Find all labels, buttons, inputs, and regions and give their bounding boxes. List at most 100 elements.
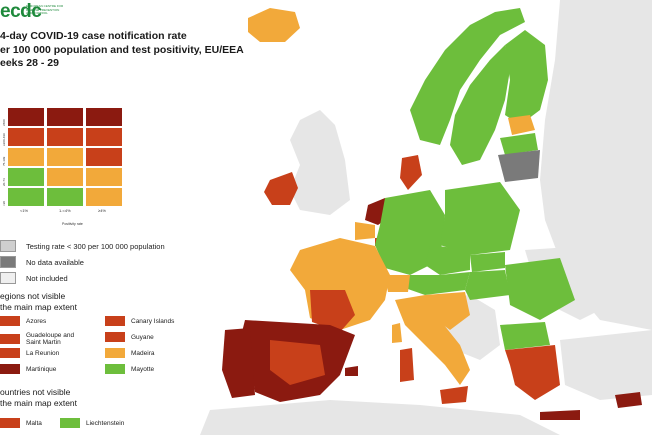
matrix-cell — [86, 188, 122, 206]
matrix-x-tick: ≥4% — [98, 208, 106, 213]
country-swatch — [0, 418, 20, 428]
matrix-cell — [8, 128, 44, 146]
matrix-cell — [47, 168, 83, 186]
logo-subtitle: EUROPEAN CENTRE FOR DISEASE PREVENTION A… — [26, 4, 64, 16]
slovakia — [470, 252, 505, 272]
portugal — [222, 328, 255, 398]
legend-label: Testing rate < 300 per 100 000 populatio… — [26, 241, 165, 251]
legend-item-no-data: No data available — [0, 256, 84, 268]
region-label: Guyane — [131, 333, 154, 341]
matrix-y-tick: 75-199 — [2, 156, 6, 166]
region-swatch — [0, 334, 20, 344]
matrix-cell — [8, 148, 44, 166]
lithuania — [498, 150, 540, 182]
austria — [405, 272, 470, 295]
region-swatch — [105, 332, 125, 342]
matrix-cell — [86, 148, 122, 166]
switzerland — [385, 275, 410, 292]
legend-label: No data available — [26, 257, 84, 267]
matrix-cell — [86, 168, 122, 186]
matrix-x-tick: <1% — [20, 208, 29, 213]
countries-title-line-1: ountries not visible — [0, 387, 71, 397]
bulgaria — [500, 322, 550, 350]
corsica — [392, 323, 402, 343]
country-legend-item: Liechtenstein — [60, 418, 124, 428]
region-legend-item: Guyane — [105, 332, 154, 342]
country-legend-item: Malta — [0, 418, 42, 428]
region-swatch — [0, 316, 20, 326]
region-swatch — [0, 348, 20, 358]
poland — [440, 182, 520, 255]
region-legend-item: Martinique — [0, 364, 56, 374]
region-legend-item: La Reunion — [0, 348, 59, 358]
italy — [395, 295, 470, 385]
regions-title-line-2: the main map extent — [0, 301, 78, 312]
ireland — [264, 172, 298, 205]
slovenia-croatia — [425, 292, 470, 330]
africa-background — [200, 400, 560, 435]
matrix-cell — [8, 168, 44, 186]
norway — [410, 8, 525, 145]
spain-central — [270, 340, 325, 385]
belgium — [355, 222, 375, 240]
countries-title-line-2: the main map extent — [0, 397, 78, 408]
legend-item-not-included: Not included — [0, 272, 68, 284]
countries-section-title: ountries not visible the main map extent — [0, 387, 180, 408]
turkey-background — [560, 330, 652, 400]
estonia — [508, 115, 535, 135]
region-legend-item: Canary Islands — [105, 316, 174, 326]
region-legend-item: Guadeloupe and Saint Martin — [0, 332, 86, 346]
sardinia — [400, 348, 414, 382]
cyprus — [615, 392, 642, 408]
crete — [540, 410, 580, 420]
hungary — [465, 270, 510, 300]
title-line-3: eeks 28 - 29 — [0, 57, 59, 69]
matrix-cell — [86, 128, 122, 146]
map-title: 4-day COVID-19 case notification rate er… — [0, 30, 270, 71]
region-label: Madeira — [131, 349, 155, 357]
matrix-x-axis-title: Positivity rate — [62, 222, 83, 226]
legend-item-testing-rate: Testing rate < 300 per 100 000 populatio… — [0, 240, 165, 252]
germany — [375, 190, 445, 275]
sweden — [450, 45, 510, 165]
region-legend-item: Mayotte — [105, 364, 154, 374]
matrix-y-tick: 20-74 — [2, 178, 6, 186]
region-label: Guadeloupe and Saint Martin — [26, 332, 75, 346]
region-label: Mayotte — [131, 365, 155, 373]
legend-swatch — [0, 240, 16, 252]
logo-wordmark: ecdc — [0, 1, 42, 22]
matrix-cell — [47, 188, 83, 206]
risk-matrix — [8, 108, 128, 218]
france-southwest — [310, 290, 355, 332]
romania — [505, 258, 575, 320]
matrix-cell — [8, 108, 44, 126]
uk-island — [290, 110, 350, 215]
matrix-cell — [47, 128, 83, 146]
country-label: Malta — [26, 419, 42, 427]
region-swatch — [105, 348, 125, 358]
region-legend-item: Madeira — [105, 348, 154, 358]
matrix-y-tick: ≥500 — [2, 119, 6, 126]
region-label: Canary Islands — [131, 317, 175, 325]
region-label: Martinique — [26, 365, 57, 373]
country-swatch — [60, 418, 80, 428]
latvia — [500, 133, 538, 155]
matrix-y-tick: ≥200-499 — [2, 133, 6, 146]
matrix-x-tick: 1-<4% — [59, 208, 71, 213]
greece — [505, 345, 560, 400]
country-label: Liechtenstein — [86, 419, 125, 427]
balearic — [345, 366, 358, 376]
matrix-cell — [86, 108, 122, 126]
region-swatch — [105, 316, 125, 326]
title-line-1: 4-day COVID-19 case notification rate — [0, 30, 187, 42]
region-label: La Reunion — [26, 349, 60, 357]
legend-swatch — [0, 256, 16, 268]
region-swatch — [0, 364, 20, 374]
title-line-2: er 100 000 population and test positivit… — [0, 43, 244, 56]
ecdc-logo: ecdc EUROPEAN CENTRE FOR DISEASE PREVENT… — [0, 0, 70, 24]
matrix-cell — [47, 148, 83, 166]
iceland — [248, 8, 300, 42]
region-legend-item: Azores — [0, 316, 46, 326]
finland — [505, 30, 548, 125]
